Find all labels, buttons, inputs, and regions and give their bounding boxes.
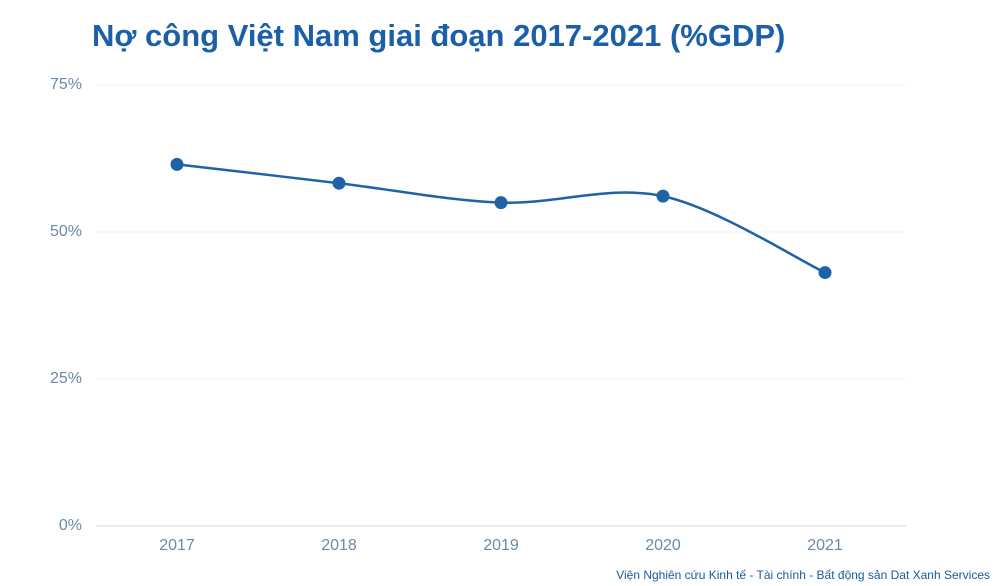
point — [656, 189, 670, 203]
point — [494, 196, 508, 210]
source-note: Viện Nghiên cứu Kinh tế - Tài chính - Bấ… — [616, 568, 990, 582]
y-tick-label: 50% — [50, 223, 82, 240]
point — [332, 176, 346, 190]
y-tick-label: 0% — [59, 517, 82, 534]
y-tick-label: 75% — [50, 76, 82, 93]
x-tick-label: 2018 — [321, 537, 357, 554]
chart-title: Nợ công Việt Nam giai đoạn 2017-2021 (%G… — [92, 18, 785, 53]
x-tick-label: 2019 — [483, 537, 519, 554]
y-tick-label: 25% — [50, 370, 82, 387]
x-tick-label: 2020 — [645, 537, 681, 554]
x-tick-label: 2021 — [807, 537, 843, 554]
x-tick-label: 2017 — [159, 537, 195, 554]
point — [170, 157, 184, 171]
point — [818, 266, 832, 280]
